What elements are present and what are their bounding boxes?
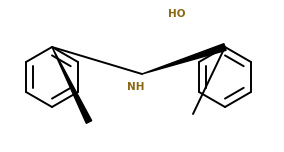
Text: NH: NH: [127, 82, 145, 92]
Polygon shape: [52, 47, 92, 123]
Polygon shape: [142, 44, 226, 74]
Text: HO: HO: [168, 9, 185, 19]
